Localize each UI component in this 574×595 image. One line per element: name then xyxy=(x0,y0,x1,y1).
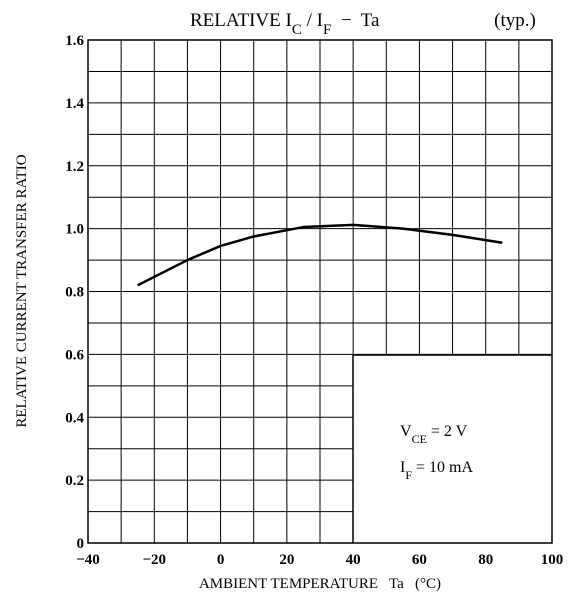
x-tick-label: 20 xyxy=(279,552,294,568)
plot-frame xyxy=(87,39,553,544)
y-tick-label: 0.8 xyxy=(65,285,84,301)
x-tick-label: −40 xyxy=(76,552,100,568)
chart-title: RELATIVE IC / IF − Ta xyxy=(190,10,380,38)
y-tick-label: 1.2 xyxy=(65,159,84,175)
y-tick-label: 0.6 xyxy=(65,347,84,363)
x-tick-label: 40 xyxy=(346,552,361,568)
x-tick-label: 80 xyxy=(478,552,493,568)
annotation-part: V xyxy=(400,423,412,440)
annotation-part: I xyxy=(400,459,405,476)
title-part: − Ta xyxy=(331,10,380,31)
annotation-sub: F xyxy=(405,468,412,482)
y-tick-label: 1.0 xyxy=(65,222,84,238)
x-tick-label: −20 xyxy=(143,552,167,568)
y-tick-label: 0.2 xyxy=(65,473,84,489)
annotation-part: = 2 V xyxy=(427,423,468,440)
annotation: VCE = 2 V xyxy=(400,423,468,446)
title-sub: C xyxy=(292,22,302,38)
annotation-part: = 10 mA xyxy=(412,459,473,476)
x-tick-label: 0 xyxy=(217,552,225,568)
annotation-sub: CE xyxy=(412,432,427,446)
title-sub: F xyxy=(323,22,331,38)
annotation: IF = 10 mA xyxy=(400,459,473,482)
x-tick-label: 60 xyxy=(412,552,427,568)
title-part: RELATIVE I xyxy=(190,10,292,31)
y-tick-label: 0.4 xyxy=(65,410,84,426)
x-axis-label: AMBIENT TEMPERATURE Ta (°C) xyxy=(199,576,441,592)
line xyxy=(137,223,503,287)
x-tick-label: 100 xyxy=(541,552,564,568)
legend-box xyxy=(353,355,552,543)
chart-subtitle: (typ.) xyxy=(494,10,536,31)
title-part: / I xyxy=(302,10,323,31)
y-tick-label: 1.4 xyxy=(65,96,84,112)
y-tick-label: 0 xyxy=(77,536,85,552)
y-tick-label: 1.6 xyxy=(65,33,84,49)
y-axis-label: RELATIVE CURRENT TRANSFER RATIO xyxy=(14,154,30,427)
